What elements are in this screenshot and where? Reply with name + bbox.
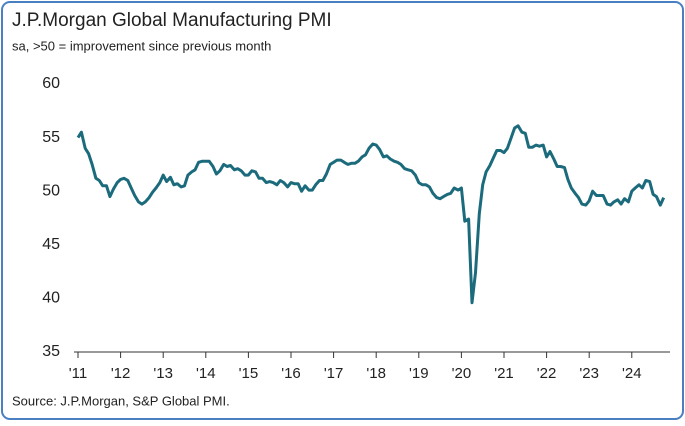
- x-tick-label: '12: [111, 365, 131, 382]
- chart-title: J.P.Morgan Global Manufacturing PMI: [12, 10, 332, 31]
- x-tick-label: '11: [69, 365, 87, 382]
- y-tick-label: 40: [42, 290, 60, 307]
- x-tick-label: '21: [494, 365, 514, 382]
- x-tick-label: '16: [281, 365, 301, 382]
- x-tick-label: '24: [622, 365, 642, 382]
- y-tick-label: 45: [42, 236, 60, 253]
- x-tick-label: '15: [239, 365, 259, 382]
- x-tick-label: '13: [153, 365, 173, 382]
- x-tick-label: '17: [324, 365, 344, 382]
- y-tick-label: 55: [42, 129, 60, 146]
- x-tick-label: '14: [196, 365, 216, 382]
- x-tick-label: '19: [409, 365, 429, 382]
- x-tick-label: '23: [579, 365, 599, 382]
- y-tick-label: 35: [42, 343, 60, 360]
- pmi-line: [76, 124, 666, 305]
- x-tick-label: '20: [452, 365, 472, 382]
- y-tick-label: 50: [42, 182, 60, 199]
- y-tick-label: 60: [42, 75, 60, 92]
- chart-subtitle: sa, >50 = improvement since previous mon…: [12, 38, 271, 53]
- x-tick-label: '18: [366, 365, 386, 382]
- source-note: Source: J.P.Morgan, S&P Global PMI.: [12, 393, 230, 408]
- x-tick-label: '22: [537, 365, 557, 382]
